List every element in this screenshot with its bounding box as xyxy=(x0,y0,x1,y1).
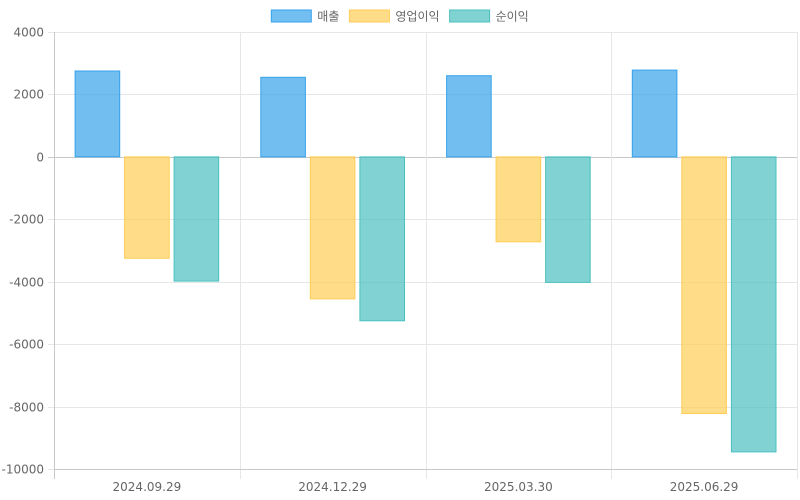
bar-operating-profit[interactable] xyxy=(124,156,170,259)
legend-label[interactable]: 순이익 xyxy=(496,10,529,24)
legend[interactable]: 매출 영업이익 순이익 xyxy=(270,9,529,24)
y-tick-label: 0 xyxy=(36,151,44,165)
bar-net-profit[interactable] xyxy=(173,156,220,282)
bar-revenue[interactable] xyxy=(446,75,492,158)
x-tick-label: 2024.12.29 xyxy=(298,480,367,494)
y-tick-label: -10000 xyxy=(1,463,44,477)
bar-revenue[interactable] xyxy=(260,76,306,158)
legend-swatch[interactable] xyxy=(449,9,491,23)
grid-layer xyxy=(48,32,798,479)
bar-net-profit[interactable] xyxy=(359,156,405,322)
x-tick-label: 2024.09.29 xyxy=(113,480,182,494)
legend-label[interactable]: 영업이익 xyxy=(395,10,439,24)
y-tick-label: -8000 xyxy=(9,401,44,415)
legend-swatch[interactable] xyxy=(348,9,390,23)
bar-operating-profit[interactable] xyxy=(309,156,356,300)
y-tick-label: -4000 xyxy=(9,276,44,290)
x-tick-label: 2025.03.30 xyxy=(484,480,553,494)
y-tick-label: 4000 xyxy=(13,26,44,40)
bar-operating-profit[interactable] xyxy=(495,156,542,243)
bar-net-profit[interactable] xyxy=(545,156,591,283)
bar-operating-profit[interactable] xyxy=(681,156,727,414)
legend-label[interactable]: 매출 xyxy=(317,10,339,24)
legend-swatch[interactable] xyxy=(270,9,312,23)
y-tick-label: -6000 xyxy=(9,338,44,352)
bars-layer xyxy=(74,69,777,453)
bar-revenue[interactable] xyxy=(631,69,678,158)
y-tick-label: 2000 xyxy=(13,88,44,102)
x-tick-label: 2025.06.29 xyxy=(670,480,739,494)
axes-layer: 4000 2000 0 -2000 -4000 -6000 -8000 -10000 2024.… xyxy=(1,26,738,495)
y-tick-label: -2000 xyxy=(9,213,44,227)
bar-revenue[interactable] xyxy=(74,70,121,158)
bar-net-profit[interactable] xyxy=(730,156,777,453)
